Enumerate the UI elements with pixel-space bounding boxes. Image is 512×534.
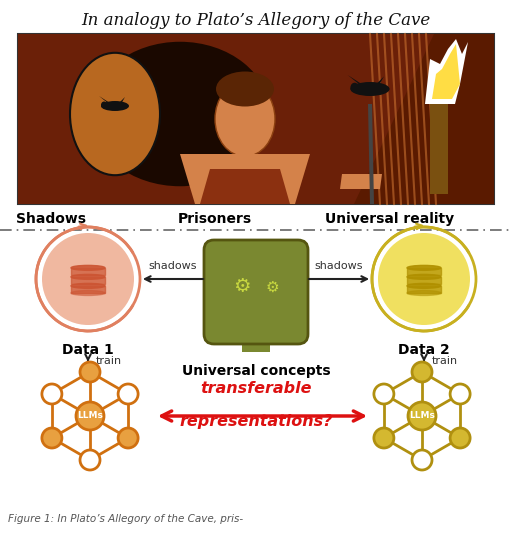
Ellipse shape xyxy=(407,290,441,295)
Text: train: train xyxy=(96,357,122,366)
FancyBboxPatch shape xyxy=(407,268,441,275)
Circle shape xyxy=(118,384,138,404)
Circle shape xyxy=(118,428,138,448)
Text: Universal reality: Universal reality xyxy=(325,212,454,226)
Polygon shape xyxy=(117,97,125,105)
Circle shape xyxy=(80,362,100,382)
Ellipse shape xyxy=(407,284,441,288)
Circle shape xyxy=(378,233,470,325)
Ellipse shape xyxy=(71,284,105,288)
Polygon shape xyxy=(18,34,494,204)
Text: shadows: shadows xyxy=(315,261,363,271)
Text: Universal concepts: Universal concepts xyxy=(182,364,330,378)
Polygon shape xyxy=(432,44,460,99)
Ellipse shape xyxy=(216,72,274,106)
Text: train: train xyxy=(432,357,458,366)
Text: LLMs: LLMs xyxy=(409,412,435,420)
FancyBboxPatch shape xyxy=(204,240,308,344)
Circle shape xyxy=(42,233,134,325)
FancyBboxPatch shape xyxy=(71,286,105,293)
Ellipse shape xyxy=(71,290,105,295)
Circle shape xyxy=(412,450,432,470)
FancyBboxPatch shape xyxy=(407,277,441,284)
FancyBboxPatch shape xyxy=(242,327,270,352)
Circle shape xyxy=(374,384,394,404)
Circle shape xyxy=(450,384,470,404)
Circle shape xyxy=(42,428,62,448)
FancyBboxPatch shape xyxy=(71,277,105,284)
Polygon shape xyxy=(180,154,310,204)
Polygon shape xyxy=(200,169,290,204)
Circle shape xyxy=(42,384,62,404)
FancyBboxPatch shape xyxy=(71,268,105,275)
FancyBboxPatch shape xyxy=(18,34,494,204)
Circle shape xyxy=(374,428,394,448)
Polygon shape xyxy=(99,96,113,105)
Text: LLMs: LLMs xyxy=(77,412,103,420)
Polygon shape xyxy=(348,75,367,88)
Polygon shape xyxy=(373,76,384,88)
Polygon shape xyxy=(425,39,468,104)
Text: ⚙: ⚙ xyxy=(265,279,279,294)
FancyBboxPatch shape xyxy=(407,286,441,293)
Ellipse shape xyxy=(90,42,270,186)
Ellipse shape xyxy=(71,265,105,270)
Ellipse shape xyxy=(407,274,441,279)
Circle shape xyxy=(408,402,436,430)
Ellipse shape xyxy=(71,274,105,279)
Ellipse shape xyxy=(101,101,129,111)
Ellipse shape xyxy=(407,265,441,270)
Text: Data 2: Data 2 xyxy=(398,343,450,357)
Ellipse shape xyxy=(350,82,390,96)
Circle shape xyxy=(412,362,432,382)
Text: representations?: representations? xyxy=(179,414,333,429)
Text: shadows: shadows xyxy=(149,261,197,271)
Text: Data 1: Data 1 xyxy=(62,343,114,357)
Text: Shadows: Shadows xyxy=(16,212,86,226)
Text: transferable: transferable xyxy=(200,381,312,396)
Circle shape xyxy=(76,402,104,430)
Ellipse shape xyxy=(70,53,160,175)
Text: In analogy to Plato’s Allegory of the Cave: In analogy to Plato’s Allegory of the Ca… xyxy=(81,12,431,29)
Ellipse shape xyxy=(350,83,359,92)
Ellipse shape xyxy=(101,101,107,108)
FancyBboxPatch shape xyxy=(430,104,448,194)
Text: ⚙: ⚙ xyxy=(233,278,251,296)
Polygon shape xyxy=(340,174,382,189)
Ellipse shape xyxy=(215,82,275,156)
Polygon shape xyxy=(354,34,494,204)
Circle shape xyxy=(450,428,470,448)
Text: Figure 1: In Plato’s Allegory of the Cave, pris-: Figure 1: In Plato’s Allegory of the Cav… xyxy=(8,514,243,524)
Text: Prisoners: Prisoners xyxy=(178,212,252,226)
Polygon shape xyxy=(368,104,374,204)
Circle shape xyxy=(80,450,100,470)
